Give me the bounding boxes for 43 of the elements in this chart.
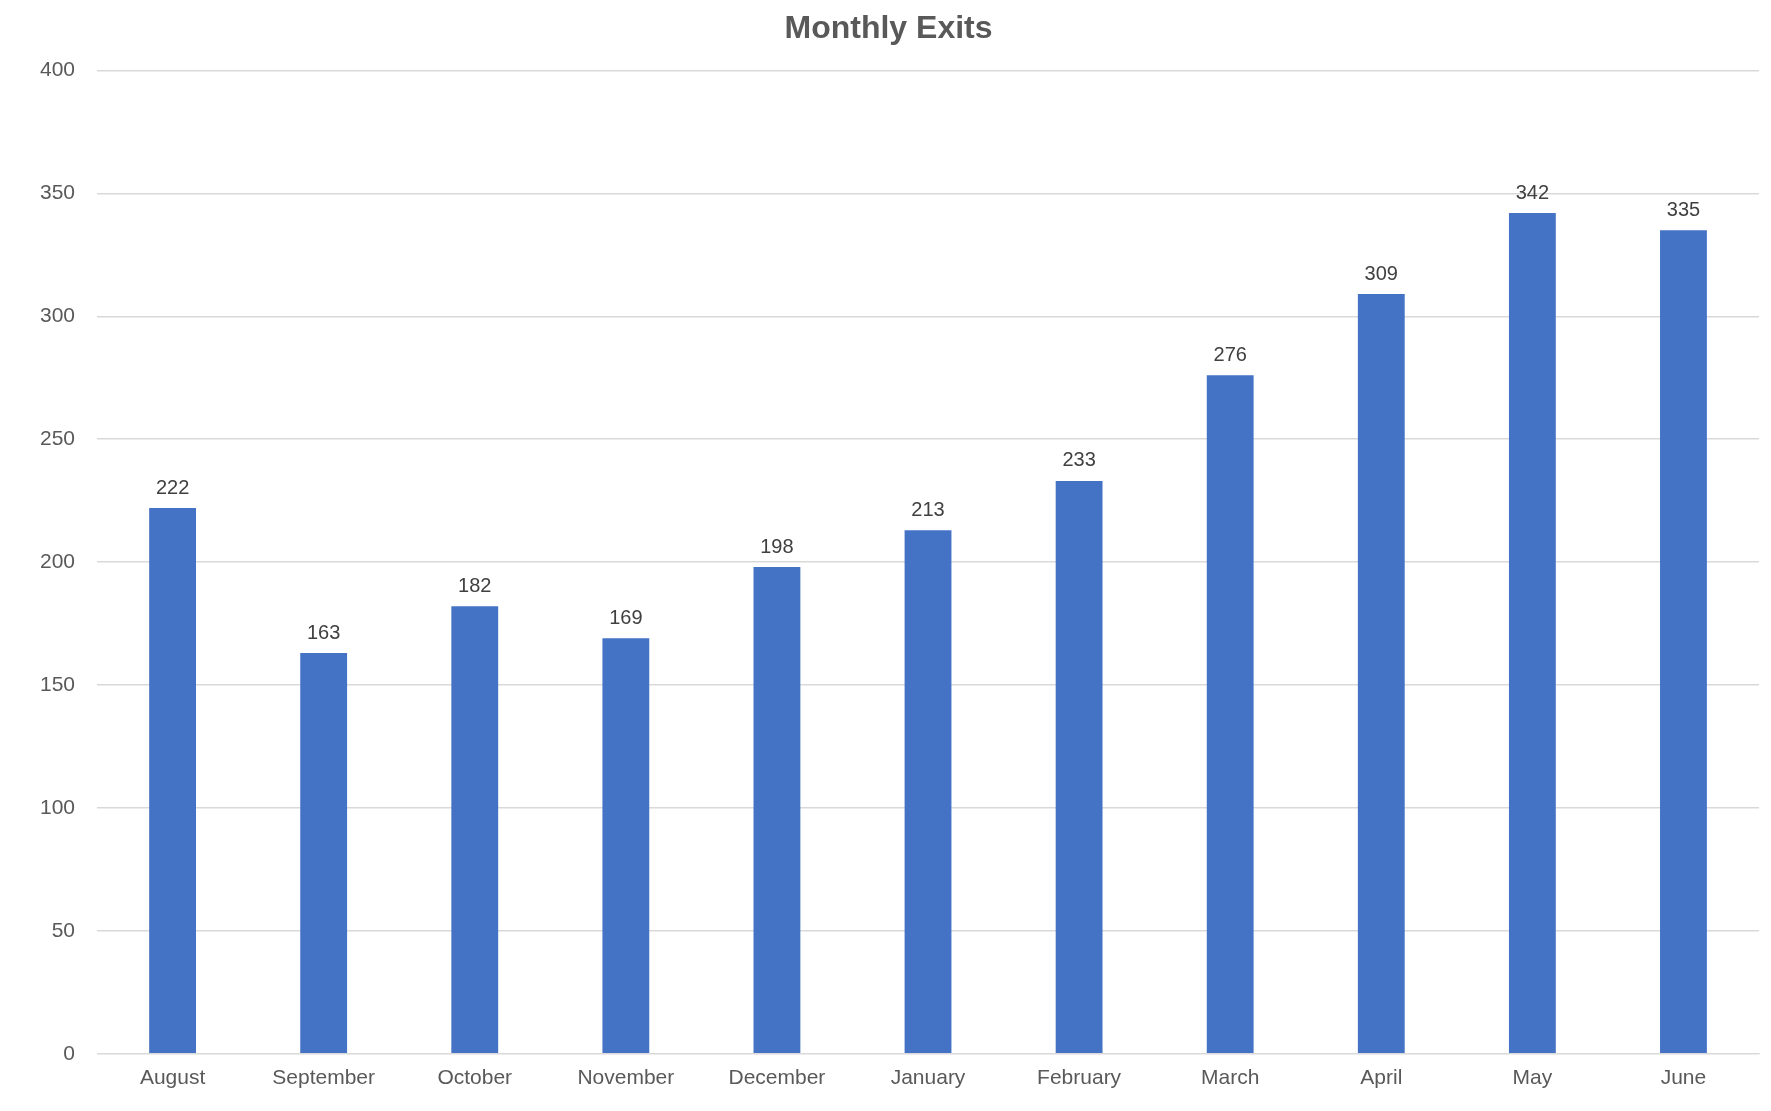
data-label: 163 xyxy=(306,620,341,643)
y-tick-label: 150 xyxy=(39,671,76,695)
data-label: 182 xyxy=(458,573,492,596)
y-tick-label: 50 xyxy=(51,917,76,941)
x-tick-label: September xyxy=(272,1065,376,1089)
bar xyxy=(1357,294,1405,1054)
y-tick-label: 250 xyxy=(39,425,76,449)
data-label: 169 xyxy=(609,605,643,628)
y-tick-label: 350 xyxy=(39,180,76,204)
bar xyxy=(1508,212,1556,1054)
x-tick-label: June xyxy=(1660,1065,1707,1089)
bar xyxy=(451,606,499,1054)
x-tick-label: December xyxy=(728,1065,826,1089)
y-tick-label: 400 xyxy=(39,57,76,81)
x-tick-label: April xyxy=(1360,1065,1403,1089)
bar xyxy=(1055,480,1103,1054)
data-label: 233 xyxy=(1062,448,1096,471)
data-label: 198 xyxy=(760,534,794,557)
data-label: 309 xyxy=(1364,261,1398,284)
data-label: 335 xyxy=(1666,197,1701,220)
data-label: 276 xyxy=(1213,342,1247,365)
y-tick-label: 100 xyxy=(39,794,76,818)
bar xyxy=(904,530,952,1054)
y-tick-label: 300 xyxy=(39,303,76,327)
x-tick-label: October xyxy=(437,1065,513,1089)
x-tick-label: March xyxy=(1201,1065,1260,1089)
bar xyxy=(602,638,650,1054)
y-tick-label: 200 xyxy=(39,548,76,572)
data-label: 213 xyxy=(911,497,945,520)
x-tick-label: May xyxy=(1512,1065,1553,1089)
bar xyxy=(1206,375,1254,1054)
x-tick-label: August xyxy=(139,1065,206,1089)
x-tick-label: February xyxy=(1037,1065,1122,1089)
chart-title: Monthly Exits xyxy=(784,9,993,46)
bar xyxy=(149,508,196,1054)
data-label: 222 xyxy=(155,475,190,498)
y-tick-label: 0 xyxy=(63,1040,76,1064)
x-tick-label: November xyxy=(577,1065,675,1089)
x-tick-label: January xyxy=(890,1065,966,1089)
data-label: 342 xyxy=(1515,180,1550,203)
bar xyxy=(753,567,801,1054)
bar xyxy=(1660,230,1707,1054)
bar xyxy=(300,653,348,1054)
